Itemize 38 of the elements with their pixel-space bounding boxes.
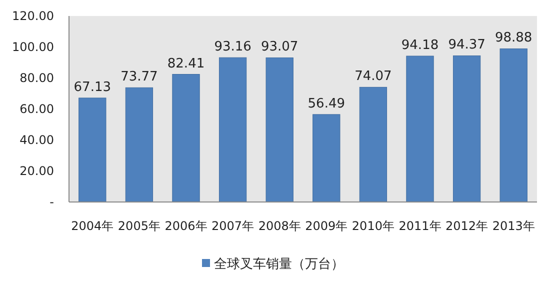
x-tick-label: 2010年 [352, 219, 394, 233]
data-label: 93.16 [214, 40, 252, 55]
data-label: 94.18 [401, 38, 439, 54]
y-tick-label: 40.00 [20, 133, 54, 148]
bar [452, 55, 481, 202]
x-tick-label: 2008年 [258, 219, 301, 233]
y-tick-label: - [50, 195, 54, 210]
data-label: 56.49 [308, 96, 346, 112]
y-tick-label: 120.00 [12, 9, 54, 24]
bar [78, 98, 106, 202]
bar [500, 48, 528, 202]
data-label: 98.88 [494, 30, 532, 46]
bar [406, 56, 434, 202]
legend-label: 全球叉车销量（万台） [214, 257, 344, 272]
data-label: 82.41 [167, 56, 205, 72]
bar [312, 114, 340, 202]
x-tick-label: 2009年 [305, 219, 348, 233]
x-tick-label: 2011年 [398, 219, 442, 233]
x-tick-label: 2012年 [446, 219, 488, 233]
bar [218, 57, 247, 202]
x-tick-label: 2006年 [164, 219, 208, 233]
x-tick-label: 2005年 [118, 219, 160, 233]
x-tick-label: 2007年 [212, 219, 254, 233]
x-tick-label: 2013年 [492, 219, 535, 233]
y-tick-label: 20.00 [20, 164, 54, 178]
data-label: 93.07 [260, 40, 298, 55]
bar [125, 87, 154, 202]
data-label: 67.13 [74, 80, 112, 95]
y-tick-label: 100.00 [12, 40, 54, 54]
y-tick-label: 60.00 [20, 102, 54, 116]
x-tick-label: 2004年 [71, 219, 114, 233]
data-label: 94.37 [448, 38, 486, 53]
y-tick-label: 80.00 [20, 71, 54, 86]
bar [172, 74, 200, 202]
bar [266, 57, 294, 202]
data-label: 73.77 [120, 70, 158, 85]
bar [359, 86, 388, 202]
data-label: 74.07 [354, 69, 392, 84]
